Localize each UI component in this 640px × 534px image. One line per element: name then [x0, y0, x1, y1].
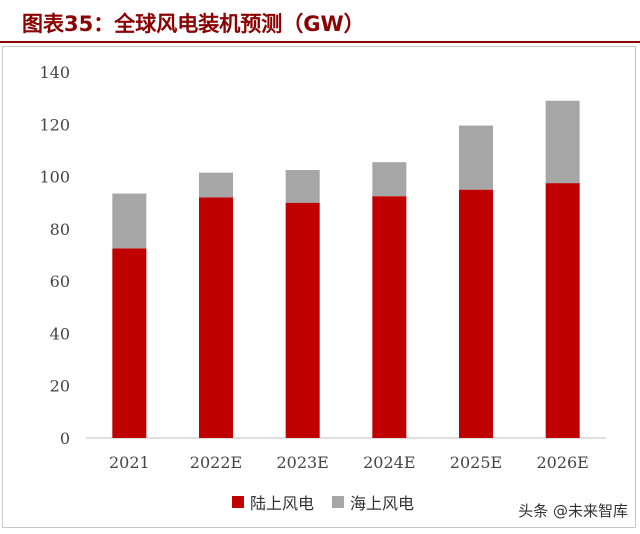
bar-offshore [372, 162, 407, 197]
y-tick-label: 120 [39, 115, 70, 134]
x-tick-label: 2021 [109, 453, 150, 472]
bar-onshore [459, 189, 493, 438]
y-tick-label: 60 [50, 272, 70, 291]
legend-label-onshore: 陆上风电 [250, 494, 315, 513]
bar-offshore [545, 100, 580, 184]
chart-frame [2, 46, 636, 528]
bar-onshore [285, 202, 320, 438]
bar-offshore [199, 172, 233, 198]
title-divider [0, 41, 640, 43]
y-tick-label: 140 [39, 63, 70, 82]
bar-onshore [112, 248, 147, 438]
chart-legend: 陆上风电 海上风电 [232, 490, 414, 514]
page-title: 图表35：全球风电装机预测（GW） [22, 12, 365, 36]
x-tick-label: 2023E [276, 453, 328, 472]
y-tick-label: 40 [50, 324, 70, 343]
watermark: 头条 @未来智库 [518, 502, 628, 520]
bar-offshore [112, 193, 147, 249]
y-tick-label: 80 [50, 220, 70, 239]
x-tick-label: 2025E [450, 453, 502, 472]
x-tick-label: 2024E [363, 453, 415, 472]
legend-item-offshore: 海上风电 [332, 490, 414, 514]
legend-label-offshore: 海上风电 [350, 494, 415, 513]
bar-onshore [372, 196, 407, 438]
x-tick-label: 2022E [190, 453, 242, 472]
legend-item-onshore: 陆上风电 [232, 490, 314, 514]
legend-swatch-onshore [232, 496, 244, 508]
bar-onshore [199, 197, 233, 438]
y-tick-label: 100 [39, 168, 70, 187]
y-tick-label: 0 [60, 429, 70, 448]
title-bar: 图表35：全球风电装机预测（GW） [0, 0, 640, 44]
legend-swatch-offshore [332, 496, 345, 508]
bar-offshore [285, 170, 320, 203]
bar-offshore [459, 125, 493, 190]
bar-onshore [545, 183, 580, 438]
x-tick-label: 2026E [536, 453, 588, 472]
y-tick-label: 20 [50, 377, 70, 396]
